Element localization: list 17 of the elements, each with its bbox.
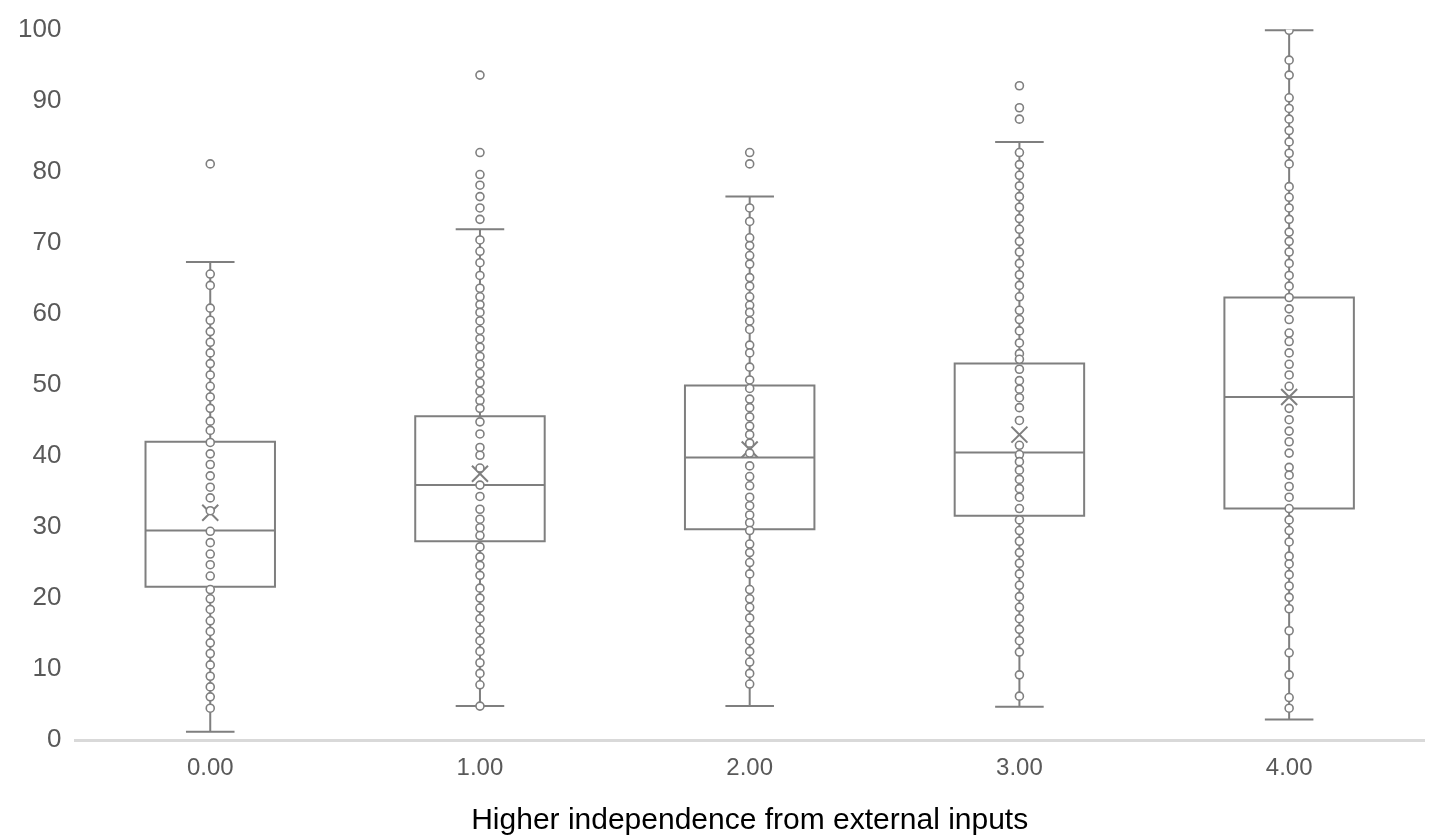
y-tick-label: 60	[32, 297, 62, 328]
y-tick-label: 100	[17, 12, 62, 43]
y-tick-label: 90	[32, 83, 62, 114]
y-tick-label: 80	[32, 154, 62, 185]
y-tick-label: 0	[46, 723, 62, 754]
x-tick-label: 4.00	[1265, 753, 1313, 781]
x-tick-label: 3.00	[996, 753, 1043, 781]
y-tick-label: 40	[32, 439, 62, 470]
y-tick-label: 50	[32, 368, 62, 399]
y-tick-label: 70	[32, 225, 62, 256]
x-axis-title: Higher independence from external inputs	[471, 802, 1029, 836]
x-tick-label: 0.00	[186, 753, 234, 781]
x-tick-label: 1.00	[456, 753, 504, 781]
y-tick-label: 30	[32, 510, 62, 541]
y-tick-label: 10	[32, 652, 62, 683]
y-tick-label: 20	[32, 581, 62, 612]
x-tick-label: 2.00	[726, 753, 774, 781]
